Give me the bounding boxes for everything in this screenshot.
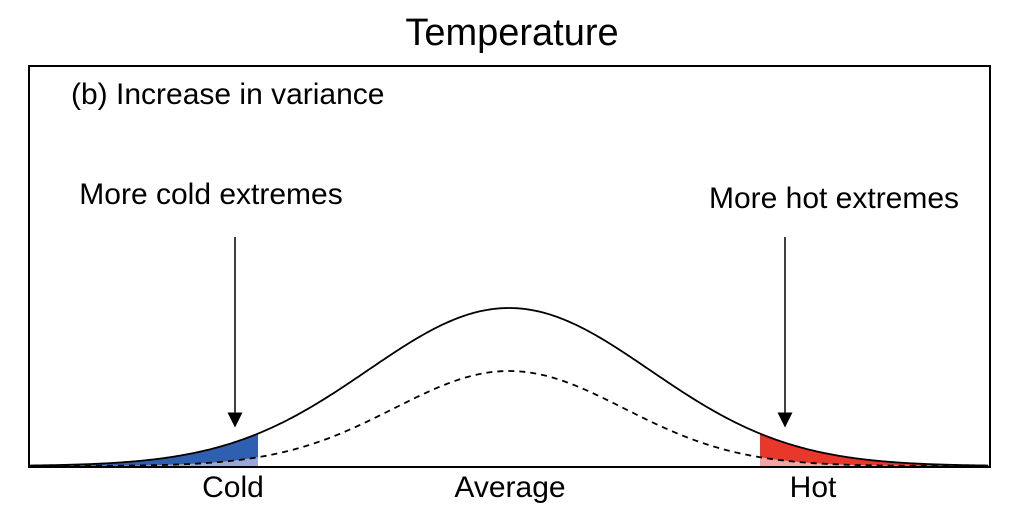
plot-frame <box>28 65 991 468</box>
axis-label-hot: Hot <box>790 471 837 504</box>
hot-extremes-label: More hot extremes <box>709 182 959 215</box>
old-distribution-curve <box>30 370 988 467</box>
panel-label: (b) Increase in variance <box>71 78 384 111</box>
hot-tail-extra-fill <box>760 433 989 466</box>
axis-label-average: Average <box>454 471 565 504</box>
axis-label-cold: Cold <box>202 471 264 504</box>
hot-tail-old-fill <box>760 457 989 466</box>
cold-tail-extra-fill <box>30 433 258 466</box>
new-distribution-curve <box>29 307 989 467</box>
cold-extremes-label: More cold extremes <box>79 178 342 211</box>
cold-tail-old-fill <box>30 457 258 466</box>
figure-title: Temperature <box>405 12 619 54</box>
